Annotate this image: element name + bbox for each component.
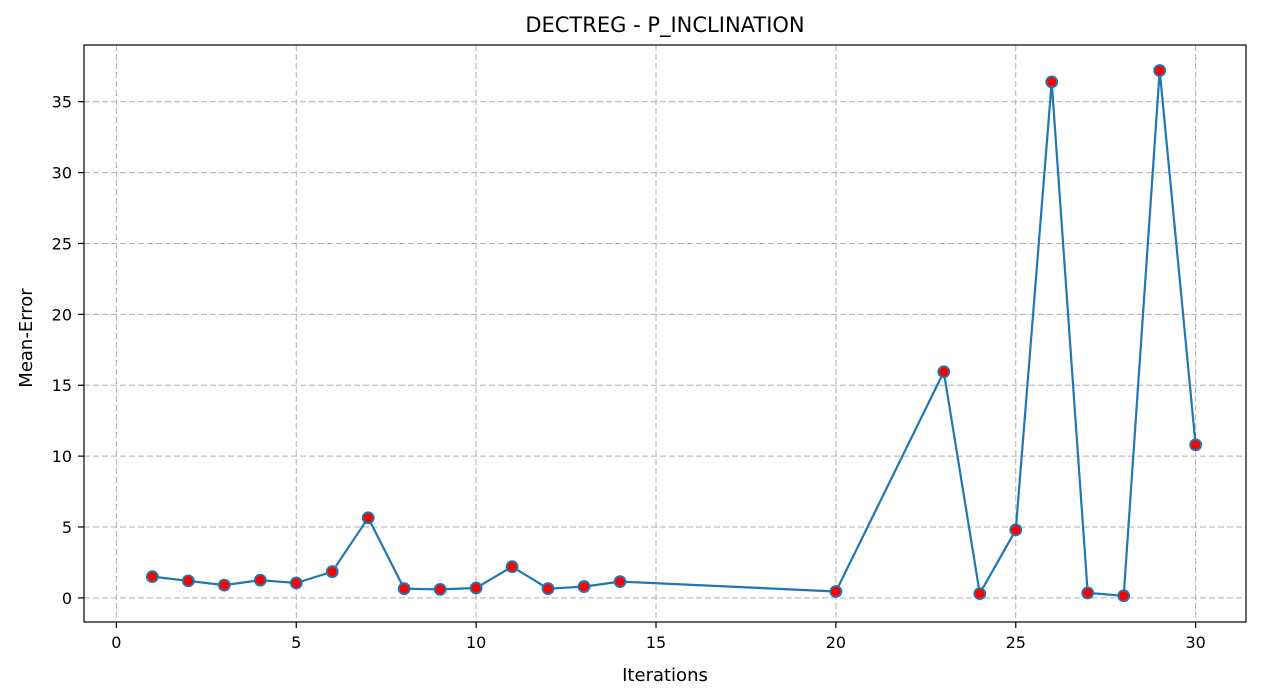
data-point bbox=[505, 560, 519, 574]
data-point bbox=[1045, 75, 1059, 89]
data-point bbox=[469, 581, 483, 595]
y-tick-label: 30 bbox=[52, 164, 72, 183]
data-point bbox=[1009, 523, 1023, 537]
data-point bbox=[1117, 589, 1131, 603]
data-point bbox=[1189, 438, 1203, 452]
data-point bbox=[289, 576, 303, 590]
chart-title: DECTREG - P_INCLINATION bbox=[525, 13, 804, 38]
data-point bbox=[541, 582, 555, 596]
data-point bbox=[397, 582, 411, 596]
data-point bbox=[937, 365, 951, 379]
x-tick-label: 5 bbox=[291, 633, 301, 652]
plot-frame bbox=[83, 44, 1247, 623]
data-point bbox=[973, 587, 987, 601]
y-tick-label: 35 bbox=[52, 93, 72, 112]
data-point bbox=[181, 574, 195, 588]
data-point bbox=[145, 570, 159, 584]
y-axis-label: Mean-Error bbox=[16, 288, 37, 388]
y-tick-label: 10 bbox=[52, 447, 72, 466]
data-point bbox=[361, 511, 375, 525]
x-tick-label: 15 bbox=[646, 633, 666, 652]
data-point bbox=[829, 585, 843, 598]
y-tick-label: 25 bbox=[52, 234, 72, 253]
x-tick-label: 20 bbox=[826, 633, 846, 652]
data-point bbox=[1081, 586, 1095, 600]
data-point bbox=[217, 578, 231, 592]
x-axis-label: Iterations bbox=[622, 665, 708, 686]
y-tick-label: 0 bbox=[62, 589, 72, 608]
data-point bbox=[325, 565, 339, 579]
x-tick-label: 10 bbox=[466, 633, 486, 652]
x-tick-label: 30 bbox=[1185, 633, 1205, 652]
x-tick-label: 0 bbox=[111, 633, 121, 652]
axis-ticks: 0 5 10 15 20 25 30 0 5 10 15 20 25 30 35 bbox=[52, 93, 1206, 652]
series-layer bbox=[145, 64, 1203, 603]
x-tick-label: 25 bbox=[1006, 633, 1026, 652]
y-tick-label: 5 bbox=[62, 518, 72, 537]
y-tick-label: 20 bbox=[52, 305, 72, 324]
grid-lines bbox=[84, 45, 1246, 622]
data-point bbox=[253, 573, 267, 587]
data-point bbox=[613, 575, 627, 588]
series-line bbox=[152, 69, 1197, 597]
data-point bbox=[1153, 64, 1167, 77]
data-point bbox=[577, 580, 591, 593]
y-tick-label: 15 bbox=[52, 376, 72, 395]
data-point bbox=[433, 582, 447, 596]
